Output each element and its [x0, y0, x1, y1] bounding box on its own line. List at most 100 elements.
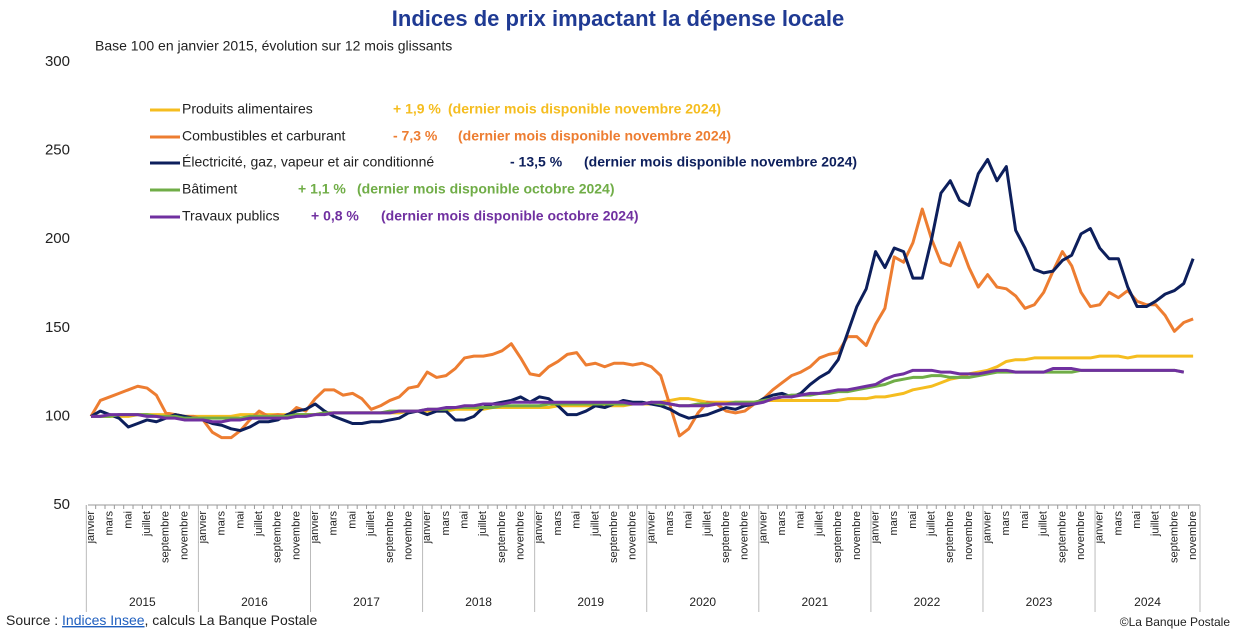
x-tick-label: janvier	[982, 511, 994, 545]
legend-label: Travaux publics	[182, 208, 280, 224]
x-tick-label: juillet	[701, 511, 713, 537]
y-tick-label: 100	[45, 407, 70, 424]
x-tick-label: mai	[1019, 511, 1031, 529]
series-line	[90, 157, 1195, 433]
year-label: 2021	[801, 595, 828, 609]
x-tick-label: novembre	[851, 511, 863, 560]
x-tick-label: novembre	[963, 511, 975, 560]
year-label: 2024	[1134, 595, 1161, 609]
x-tick-label: mai	[795, 511, 807, 529]
x-tick-label: mars	[440, 511, 452, 536]
x-tick-label: mars	[888, 511, 900, 536]
x-tick-label: mai	[907, 511, 919, 529]
x-tick-label: juillet	[141, 511, 153, 537]
source-link[interactable]: Indices Insee	[62, 612, 145, 628]
x-tick-label: septembre	[496, 511, 508, 563]
legend-note: (dernier mois disponible novembre 2024)	[458, 128, 731, 144]
legend-change: - 7,3 %	[393, 128, 438, 144]
x-tick-label: janvier	[533, 511, 545, 545]
x-tick-label: septembre	[1168, 511, 1180, 563]
legend-note: (dernier mois disponible octobre 2024)	[357, 181, 615, 197]
x-tick-label: novembre	[178, 511, 190, 560]
legend-change: + 0,8 %	[311, 208, 359, 224]
x-tick-label: janvier	[197, 511, 209, 545]
x-tick-label: mars	[216, 511, 228, 536]
x-tick-label: mai	[1131, 511, 1143, 529]
source-prefix: Source :	[6, 612, 62, 628]
legend-note: (dernier mois disponible octobre 2024)	[381, 208, 639, 224]
x-tick-label: septembre	[384, 511, 396, 563]
series-line	[91, 367, 1185, 424]
legend-label: Bâtiment	[182, 181, 237, 197]
series-line	[91, 354, 1194, 418]
x-tick-label: septembre	[832, 511, 844, 563]
x-tick-label: juillet	[1150, 511, 1162, 537]
year-label: 2018	[465, 595, 492, 609]
legend-label: Électricité, gaz, vapeur et air conditio…	[182, 154, 434, 170]
x-tick-label: mars	[552, 511, 564, 536]
x-tick-label: novembre	[1075, 511, 1087, 560]
x-tick-label: septembre	[272, 511, 284, 563]
year-label: 2017	[353, 595, 380, 609]
x-tick-label: novembre	[1187, 511, 1199, 560]
y-tick-label: 50	[53, 496, 70, 513]
x-tick-label: mars	[664, 511, 676, 536]
x-tick-label: mars	[328, 511, 340, 536]
x-tick-label: mai	[234, 511, 246, 529]
legend-change: + 1,1 %	[298, 181, 346, 197]
x-tick-label: septembre	[944, 511, 956, 563]
x-tick-label: mai	[459, 511, 471, 529]
chart-title: Indices de prix impactant la dépense loc…	[392, 6, 844, 31]
credit: ©La Banque Postale	[1120, 615, 1231, 629]
year-label: 2015	[129, 595, 156, 609]
x-tick-label: janvier	[645, 511, 657, 545]
year-label: 2019	[577, 595, 604, 609]
chart-subtitle: Base 100 en janvier 2015, évolution sur …	[95, 38, 452, 54]
x-tick-label: mars	[1000, 511, 1012, 536]
year-label: 2022	[914, 595, 941, 609]
y-tick-label: 200	[45, 230, 70, 247]
x-tick-label: janvier	[869, 511, 881, 545]
x-tick-label: janvier	[1094, 511, 1106, 545]
legend-label: Combustibles et carburant	[182, 128, 346, 144]
x-tick-label: juillet	[253, 511, 265, 537]
x-tick-label: mai	[346, 511, 358, 529]
year-label: 2020	[689, 595, 716, 609]
x-tick-label: janvier	[85, 511, 97, 545]
x-tick-label: septembre	[1056, 511, 1068, 563]
x-tick-label: mai	[683, 511, 695, 529]
x-tick-label: janvier	[309, 511, 321, 545]
x-tick-label: juillet	[589, 511, 601, 537]
y-tick-label: 300	[45, 53, 70, 70]
source: Source : Indices Insee, calculs La Banqu…	[6, 612, 318, 628]
x-tick-label: mars	[104, 511, 116, 536]
x-tick-label: mai	[571, 511, 583, 529]
x-tick-label: janvier	[421, 511, 433, 545]
x-tick-label: mars	[1112, 511, 1124, 536]
y-tick-label: 150	[45, 319, 70, 336]
x-tick-label: mai	[122, 511, 134, 529]
legend-note: (dernier mois disponible novembre 2024)	[448, 101, 721, 117]
x-tick-label: mars	[776, 511, 788, 536]
x-tick-label: septembre	[608, 511, 620, 563]
legend-note: (dernier mois disponible novembre 2024)	[584, 154, 857, 170]
x-tick-label: janvier	[757, 511, 769, 545]
year-label: 2023	[1026, 595, 1053, 609]
x-tick-label: juillet	[365, 511, 377, 537]
x-tick-label: novembre	[402, 511, 414, 560]
x-tick-label: juillet	[477, 511, 489, 537]
x-tick-label: septembre	[160, 511, 172, 563]
x-tick-label: septembre	[720, 511, 732, 563]
x-tick-label: juillet	[813, 511, 825, 537]
x-tick-label: juillet	[926, 511, 938, 537]
legend-change: - 13,5 %	[510, 154, 563, 170]
legend-change: + 1,9 %	[393, 101, 441, 117]
x-tick-label: novembre	[739, 511, 751, 560]
legend-label: Produits alimentaires	[182, 101, 313, 117]
x-tick-label: novembre	[627, 511, 639, 560]
series-line	[91, 368, 1185, 420]
year-label: 2016	[241, 595, 268, 609]
y-tick-label: 250	[45, 142, 70, 159]
x-tick-label: juillet	[1038, 511, 1050, 537]
